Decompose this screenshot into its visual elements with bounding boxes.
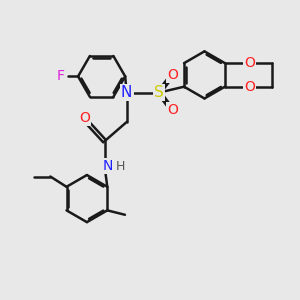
Text: O: O bbox=[80, 111, 90, 124]
Text: N: N bbox=[103, 159, 113, 173]
Text: O: O bbox=[244, 56, 255, 70]
Text: H: H bbox=[116, 160, 125, 173]
Text: N: N bbox=[121, 85, 132, 100]
Text: O: O bbox=[167, 103, 178, 117]
Text: O: O bbox=[167, 68, 178, 82]
Text: S: S bbox=[154, 85, 164, 100]
Text: O: O bbox=[244, 80, 255, 94]
Text: F: F bbox=[56, 69, 64, 83]
